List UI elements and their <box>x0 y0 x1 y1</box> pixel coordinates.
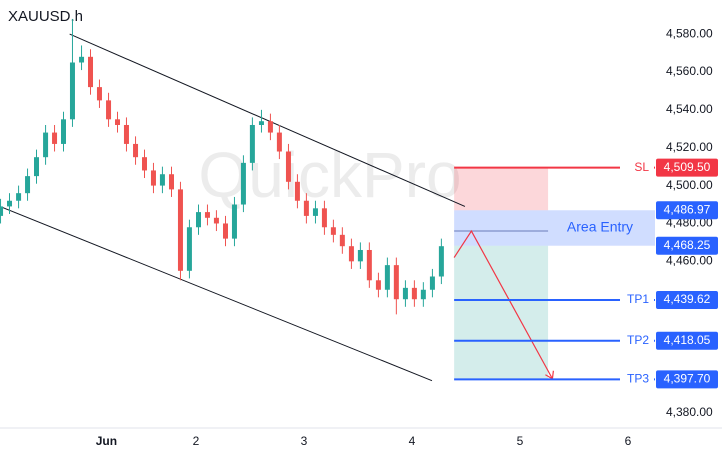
level-label-bg <box>620 332 654 349</box>
price-tag-label: 4,509.50 <box>664 160 711 174</box>
price-tag-label: 4,486.97 <box>664 202 711 216</box>
price-tag <box>656 158 718 177</box>
candle-body <box>168 174 174 190</box>
y-tick-label: 4,380.00 <box>666 405 713 419</box>
candle-body <box>249 124 255 163</box>
candle-body <box>222 223 228 239</box>
level-label: TP2 <box>627 333 649 347</box>
candle-body <box>177 189 183 271</box>
level-label-bg <box>620 371 654 388</box>
trade-arrow <box>453 229 553 380</box>
candle-body <box>79 56 85 63</box>
candle-body <box>133 143 139 158</box>
candle-body <box>285 151 291 182</box>
candle-body <box>339 234 345 247</box>
candle-body <box>25 176 31 194</box>
x-tick-label: 6 <box>625 434 632 448</box>
candle-body <box>267 121 273 133</box>
candle-body <box>384 265 390 290</box>
y-tick-label: 4,540.00 <box>666 102 713 116</box>
x-tick-label: 3 <box>301 434 308 448</box>
candle-body <box>231 204 237 239</box>
level-label: TP1 <box>627 292 649 306</box>
candle-body <box>438 246 444 277</box>
y-tick-label: 4,500.00 <box>666 178 713 192</box>
candle-body <box>141 157 147 171</box>
watermark: QuickPro <box>198 139 461 211</box>
price-tag-label: 4,439.62 <box>664 292 711 306</box>
candle-body <box>204 212 210 218</box>
candle-body <box>34 157 40 177</box>
candle-body <box>106 100 112 120</box>
candle-body <box>52 132 58 144</box>
candle-body <box>276 132 282 152</box>
candle-body <box>96 87 102 101</box>
candle-body <box>43 132 49 158</box>
x-tick-label: 5 <box>517 434 524 448</box>
target-zone <box>454 245 549 380</box>
candle-body <box>321 208 327 228</box>
candle-body <box>186 227 192 271</box>
candle-body <box>312 208 318 216</box>
trendline <box>69 33 466 207</box>
candle-body <box>375 280 381 290</box>
candle-body <box>294 181 300 201</box>
chart-title: XAUUSD.h <box>8 8 83 25</box>
level-label-bg <box>620 159 654 176</box>
candle-body <box>61 119 67 144</box>
trendline <box>0 205 433 382</box>
candle-body <box>330 227 336 235</box>
candle-body <box>303 200 309 216</box>
price-tag <box>656 331 718 350</box>
price-tag <box>656 236 718 255</box>
candle-body <box>150 170 156 186</box>
level-label: SL <box>634 160 649 174</box>
candle-body <box>366 249 372 281</box>
price-tag-label: 4,418.05 <box>664 333 711 347</box>
candle-body <box>115 119 121 125</box>
candle-body <box>393 265 399 300</box>
candle-body <box>195 212 201 228</box>
candle-body <box>411 287 417 300</box>
level-label: TP3 <box>627 372 649 386</box>
candle-body <box>348 246 354 262</box>
candle-body <box>16 193 22 201</box>
x-tick-label: 4 <box>409 434 416 448</box>
y-tick-label: 4,580.00 <box>666 26 713 40</box>
candle-body <box>88 56 94 88</box>
candle-body <box>402 287 408 300</box>
entry-zone <box>454 210 655 246</box>
x-tick-label: Jun <box>96 434 117 448</box>
candle-body <box>240 162 246 205</box>
candle-body <box>69 62 75 120</box>
entry-zone-label: Area Entry <box>567 219 633 235</box>
price-tag-label: 4,468.25 <box>664 238 711 252</box>
price-tag <box>656 201 718 220</box>
candle-body <box>429 276 435 290</box>
stop-zone <box>454 167 549 211</box>
candle-body <box>213 217 219 224</box>
candle-body <box>357 249 363 262</box>
candle-body <box>7 200 13 207</box>
candle-body <box>258 121 264 125</box>
candle-body <box>0 206 4 216</box>
y-tick-label: 4,560.00 <box>666 64 713 78</box>
candle-body <box>159 174 165 186</box>
candle-body <box>420 289 426 300</box>
price-tag-label: 4,397.70 <box>664 372 711 386</box>
y-tick-label: 4,520.00 <box>666 140 713 154</box>
price-tag <box>656 290 718 309</box>
candle-body <box>123 124 129 144</box>
x-tick-label: 2 <box>193 434 200 448</box>
y-tick-label: 4,460.00 <box>666 254 713 268</box>
price-tag <box>656 370 718 389</box>
level-label-bg <box>620 291 654 308</box>
